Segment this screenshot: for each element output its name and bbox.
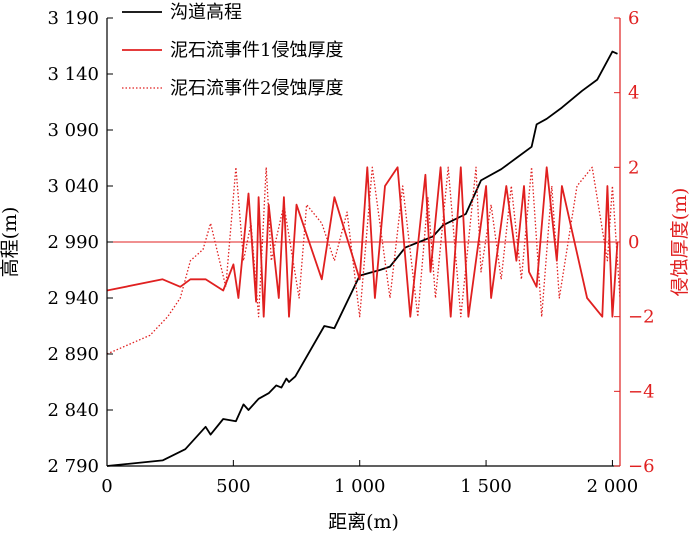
left-tick-label: 2 790 — [47, 456, 99, 477]
bottom-tick-label: 0 — [101, 476, 112, 497]
left-axis-title: 高程(m) — [0, 207, 21, 278]
series-layer — [106, 50, 621, 467]
bottom-tick-label: 500 — [216, 476, 250, 497]
bottom-tick-label: 1 500 — [460, 476, 512, 497]
axes-layer: 2 790 2 840 2 890 2 940 2 990 3 040 3 090 3 140… — [0, 8, 691, 533]
right-tick-label: −2 — [628, 307, 655, 328]
right-tick-label: 2 — [628, 157, 639, 178]
right-axis-title: 侵蚀厚度(m) — [669, 188, 691, 297]
left-tick-label: 3 140 — [47, 64, 99, 85]
left-tick-label: 3 040 — [47, 176, 99, 197]
series-line-0 — [106, 50, 618, 467]
right-tick-label: 6 — [628, 8, 639, 29]
left-tick-label: 3 090 — [47, 120, 99, 141]
bottom-tick-label: 2 000 — [587, 476, 639, 497]
right-tick-label: 4 — [628, 83, 639, 104]
left-tick-label: 2 990 — [47, 232, 99, 253]
series-line-1 — [106, 166, 619, 318]
series-line-2 — [106, 166, 621, 355]
legend-label-2: 泥石流事件2侵蚀厚度 — [170, 78, 343, 99]
right-tick-label: −6 — [628, 456, 655, 477]
left-tick-label: 2 940 — [47, 288, 99, 309]
right-tick-label: −4 — [628, 381, 655, 402]
left-tick-label: 2 890 — [47, 344, 99, 365]
left-tick-label: 2 840 — [47, 400, 99, 421]
right-tick-label: 0 — [628, 232, 639, 253]
legend-label-0: 沟道高程 — [170, 2, 242, 23]
bottom-tick-label: 1 000 — [334, 476, 386, 497]
x-axis-title: 距离(m) — [328, 511, 399, 533]
left-tick-label: 3 190 — [47, 8, 99, 29]
legend-label-1: 泥石流事件1侵蚀厚度 — [170, 40, 343, 61]
